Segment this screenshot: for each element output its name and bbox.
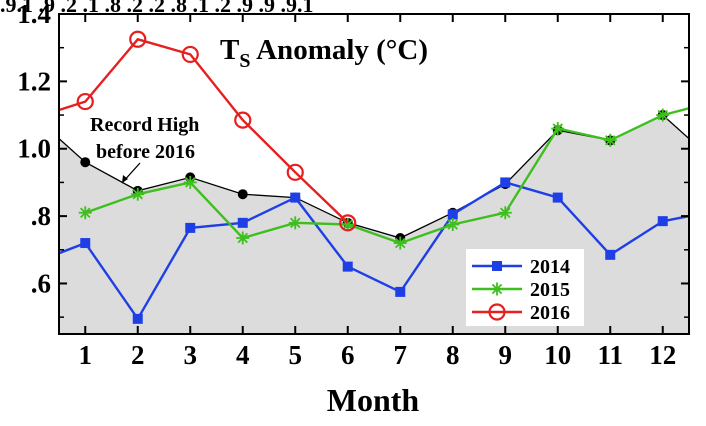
series-point-2016 bbox=[76, 92, 94, 111]
series-point-2016 bbox=[181, 45, 199, 64]
record-high-point bbox=[237, 189, 248, 200]
series-layer bbox=[59, 30, 689, 324]
x-tick-label: 11 bbox=[597, 340, 623, 370]
chart-title-sub: S bbox=[239, 50, 250, 72]
series-point-2015 bbox=[393, 236, 407, 250]
plot-frame bbox=[58, 13, 690, 335]
series-point-2016 bbox=[339, 214, 357, 232]
record-high-point bbox=[80, 157, 91, 168]
x-tick-label: 7 bbox=[394, 340, 408, 370]
axis-ticks: .6.81.01.21.41 2 3 4 5 6 7 8 9 10 11 12 bbox=[17, 0, 689, 370]
series-point-2015 bbox=[288, 216, 302, 230]
x-tick-label: 10 bbox=[544, 340, 571, 370]
legend-label-2014: 2014 bbox=[530, 256, 570, 278]
series-point-2015 bbox=[551, 122, 565, 136]
x-tick-label: 4 bbox=[236, 340, 250, 370]
series-2016 bbox=[59, 30, 357, 232]
chart-title-rest: Anomaly (°C) bbox=[250, 34, 428, 66]
series-point-2016 bbox=[234, 111, 252, 129]
legend-label-2015: 2015 bbox=[530, 279, 570, 301]
series-point-2014 bbox=[605, 249, 616, 260]
series-point-2015 bbox=[78, 206, 92, 220]
series-point-2016 bbox=[129, 30, 147, 48]
series-point-2015 bbox=[183, 175, 197, 189]
legend-marker-2016 bbox=[488, 303, 506, 321]
series-point-2015 bbox=[603, 133, 617, 147]
chart-title: TS Anomaly (°C) bbox=[220, 34, 428, 72]
series-2014 bbox=[59, 177, 689, 324]
record-high-label-line1: Record High bbox=[90, 114, 199, 136]
legend-marker-2014 bbox=[492, 261, 502, 271]
series-point-2016 bbox=[286, 163, 304, 181]
series-point-2014 bbox=[80, 238, 91, 249]
series-point-2014 bbox=[342, 261, 353, 272]
x-tick-label: 5 bbox=[289, 340, 303, 370]
series-2015 bbox=[78, 107, 689, 250]
chart-title-main: T bbox=[220, 34, 239, 66]
series-line-2014 bbox=[59, 181, 689, 322]
y-tick-label: 1.2 bbox=[17, 66, 51, 96]
series-point-2015 bbox=[656, 108, 670, 122]
series-point-2015 bbox=[446, 218, 460, 232]
x-tick-label: 2 bbox=[131, 340, 145, 370]
record-high-label-line2: before 2016 bbox=[96, 141, 195, 163]
series-point-2014 bbox=[132, 313, 143, 324]
y-tick-label: 1.4 bbox=[17, 0, 51, 29]
x-tick-label: 3 bbox=[184, 340, 198, 370]
series-point-2015 bbox=[131, 187, 145, 201]
series-point-2014 bbox=[237, 217, 248, 228]
series-line-2016 bbox=[59, 37, 349, 224]
legend-entry-2015: 2015 bbox=[472, 279, 570, 301]
series-point-2014 bbox=[185, 222, 196, 233]
record-high-arrowhead bbox=[122, 175, 128, 183]
x-tick-label: 6 bbox=[341, 340, 355, 370]
x-tick-label: 12 bbox=[649, 340, 676, 370]
y-tick-label: 1.0 bbox=[17, 134, 51, 164]
series-point-2014 bbox=[552, 192, 563, 203]
series-point-2014 bbox=[290, 192, 301, 203]
x-axis-label: Month bbox=[327, 382, 420, 418]
series-point-2015 bbox=[498, 206, 512, 220]
x-tick-label: 9 bbox=[499, 340, 513, 370]
legend-marker-2015 bbox=[490, 282, 504, 296]
series-point-2014 bbox=[657, 216, 668, 227]
series-point-2014 bbox=[395, 286, 406, 297]
x-tick-label: 1 bbox=[79, 340, 93, 370]
y-tick-label: .6 bbox=[31, 268, 51, 298]
series-point-2014 bbox=[500, 177, 511, 188]
y-tick-label: .8 bbox=[31, 201, 51, 231]
series-point-2014 bbox=[447, 209, 458, 220]
top-overflow-text: .9.1 .9 .2 .1 .8 .2 .2 .8 .1 .2 .9 .9 .9… bbox=[0, 0, 314, 17]
x-tick-label: 8 bbox=[446, 340, 460, 370]
legend-label-2016: 2016 bbox=[530, 302, 570, 324]
legend-entry-2014: 2014 bbox=[472, 256, 570, 278]
series-point-2015 bbox=[236, 231, 250, 245]
legend-entry-2016: 2016 bbox=[472, 302, 570, 324]
